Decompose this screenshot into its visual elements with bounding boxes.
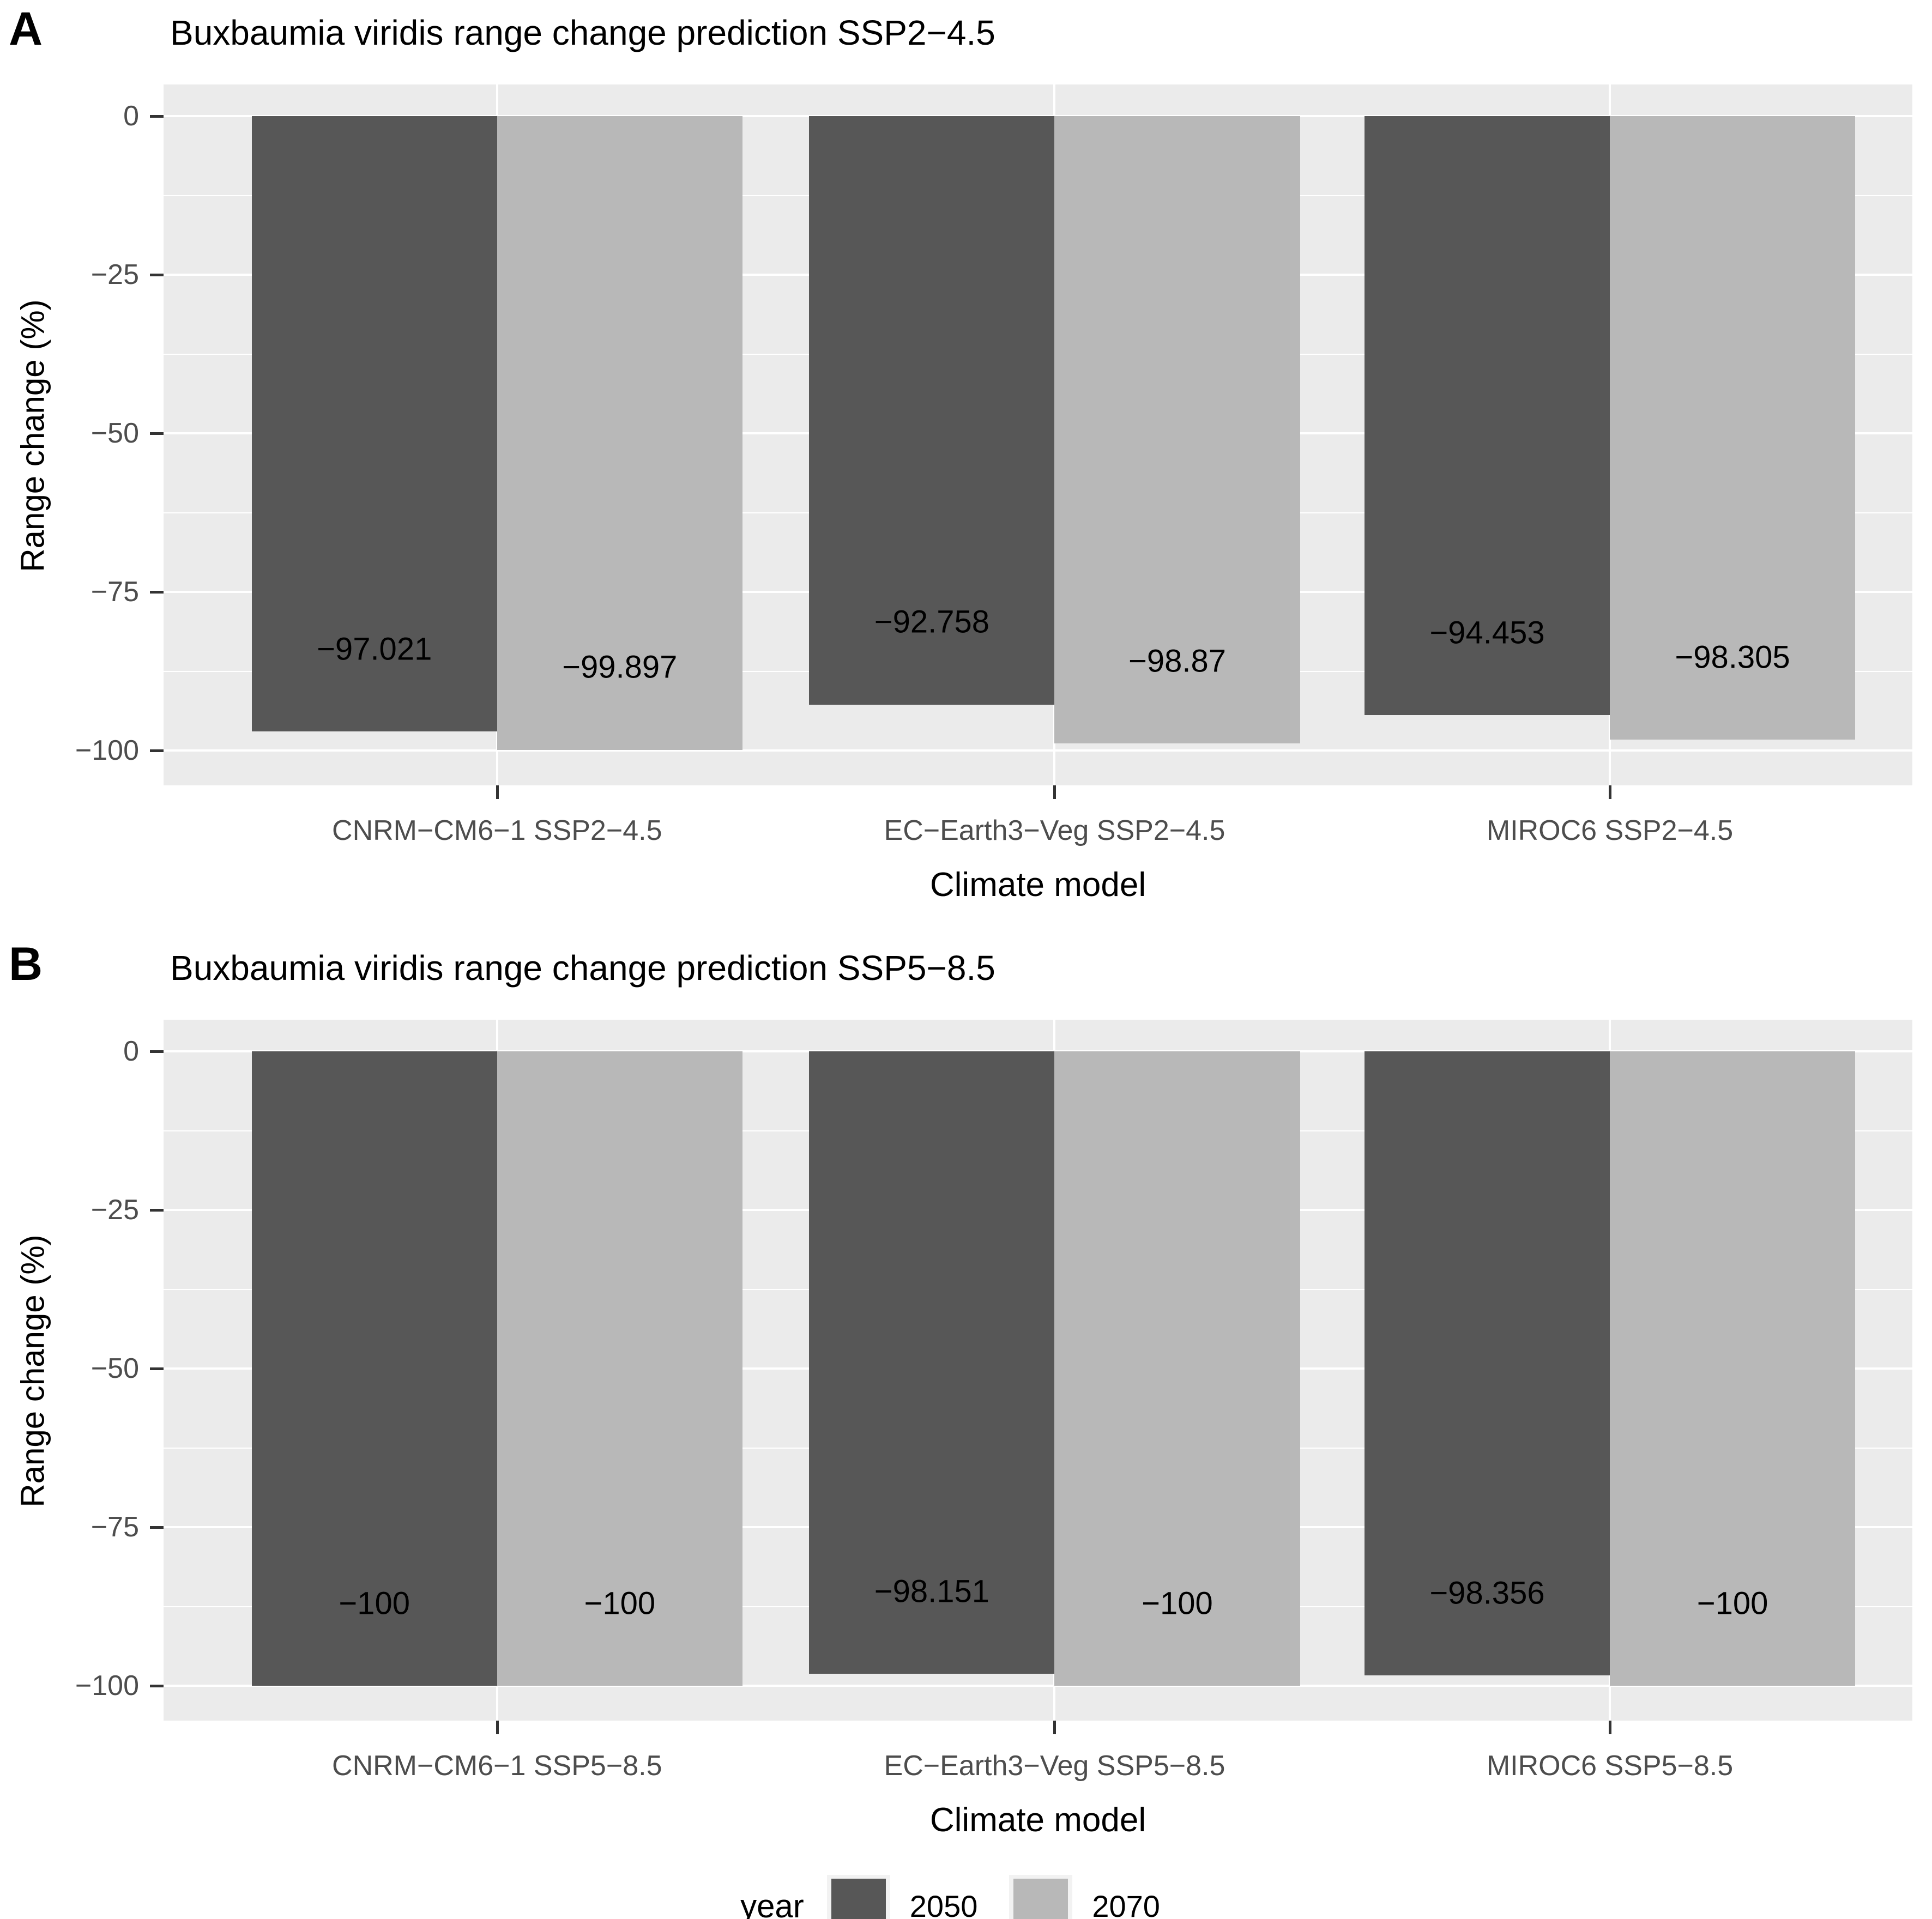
y-tick-label: −75 (90, 576, 139, 608)
x-tick-label: EC−Earth3−Veg SSP5−8.5 (884, 1750, 1225, 1782)
y-tick-mark (150, 1685, 164, 1687)
x-tick-mark (1053, 1721, 1056, 1734)
x-tick-mark (496, 1721, 499, 1734)
bar-2050 (809, 116, 1055, 705)
legend-label: 2050 (909, 1888, 978, 1919)
x-title-row: Climate model (0, 1794, 1932, 1851)
y-tick-label: −100 (75, 1670, 139, 1702)
bar-value-label: −100 (584, 1585, 656, 1621)
legend-title: year (740, 1887, 804, 1919)
chart-title: Buxbaumia viridis range change predictio… (170, 13, 995, 52)
x-tick-label: EC−Earth3−Veg SSP2−4.5 (884, 815, 1225, 846)
x-axis-title: Climate model (929, 866, 1146, 904)
bar-value-label: −98.87 (1128, 643, 1227, 679)
y-tick-label: −75 (90, 1511, 139, 1543)
plot-wrapper: Range change (%) −100 −98.151 −98.356 −100 −1… (0, 1020, 1932, 1734)
chart-title: Buxbaumia viridis range change predictio… (170, 948, 995, 988)
plot-area: −97.021 −92.758 −94.453 −99.897 −98.87 −98.30… (164, 84, 1912, 785)
bar-2050 (1364, 116, 1610, 716)
y-tick-label: −25 (90, 1194, 139, 1226)
y-tick-mark (150, 432, 164, 435)
x-title-row: Climate model (0, 859, 1932, 916)
x-labels-row: CNRM−CM6−1 SSP5−8.5 EC−Earth3−Veg SSP5−8.… (0, 1734, 1932, 1794)
bar-value-label: −98.356 (1429, 1575, 1545, 1611)
gridline-major (164, 1685, 1912, 1687)
chart-panel-b: B Buxbaumia viridis range change predicti… (0, 935, 1932, 1839)
panel-header: A Buxbaumia viridis range change predicti… (0, 0, 1932, 84)
bar-2070 (1610, 116, 1856, 740)
y-tick-label: −50 (90, 1353, 139, 1384)
panel-label: B (9, 938, 43, 990)
bar-2070 (497, 116, 742, 750)
bar-value-label: −100 (339, 1585, 410, 1621)
plot-area: −100 −98.151 −98.356 −100 −100 −100 (164, 1020, 1912, 1721)
bar-value-label: −94.453 (1429, 615, 1545, 651)
x-tick-mark (1609, 785, 1612, 799)
bar-value-label: −98.305 (1675, 639, 1790, 675)
y-tick-mark (150, 1050, 164, 1053)
x-axis-title: Climate model (929, 1801, 1146, 1839)
x-tick-mark (1053, 785, 1056, 799)
gridline-major (164, 749, 1912, 752)
y-tick-mark (150, 115, 164, 118)
panel-header: B Buxbaumia viridis range change predicti… (0, 935, 1932, 1020)
legend-swatch-2070 (1013, 1879, 1068, 1919)
y-tick-label: 0 (123, 100, 139, 132)
bar-2070 (1610, 1051, 1856, 1686)
y-tick-label: −25 (90, 259, 139, 290)
y-tick-mark (150, 591, 164, 594)
bar-value-label: −92.758 (874, 604, 990, 640)
chart-panel-a: A Buxbaumia viridis range change predicti… (0, 0, 1932, 904)
bar-value-label: −100 (1696, 1585, 1768, 1621)
legend-key (826, 1875, 890, 1919)
x-labels-row: CNRM−CM6−1 SSP2−4.5 EC−Earth3−Veg SSP2−4.… (0, 799, 1932, 859)
x-tick-mark (496, 785, 499, 799)
x-tick-label: MIROC6 SSP2−4.5 (1486, 815, 1734, 846)
y-tick-mark (150, 1367, 164, 1370)
bar-2050 (251, 1051, 497, 1686)
y-tick-mark (150, 1209, 164, 1212)
x-tick-label: MIROC6 SSP5−8.5 (1486, 1750, 1734, 1782)
y-tick-label: −100 (75, 735, 139, 766)
bar-2050 (1364, 1051, 1610, 1675)
bar-2070 (1054, 1051, 1300, 1686)
legend-key (1009, 1875, 1073, 1919)
x-tick-mark (1609, 1721, 1612, 1734)
legend-label: 2070 (1092, 1888, 1160, 1919)
bar-2070 (497, 1051, 742, 1686)
bar-2070 (1054, 116, 1300, 743)
plot-wrapper: Range change (%) −97.021 −92.758 −94.453 −99… (0, 84, 1932, 799)
panel-label: A (9, 3, 43, 55)
y-tick-label: −50 (90, 417, 139, 449)
legend-swatch-2050 (831, 1879, 886, 1919)
bar-2050 (251, 116, 497, 732)
y-tick-label: 0 (123, 1036, 139, 1067)
bar-2050 (809, 1051, 1055, 1674)
y-tick-mark (150, 274, 164, 276)
x-tick-label: CNRM−CM6−1 SSP2−4.5 (332, 815, 662, 846)
bar-value-label: −99.897 (562, 649, 678, 685)
bar-value-label: −100 (1142, 1585, 1213, 1621)
y-tick-mark (150, 749, 164, 752)
x-tick-label: CNRM−CM6−1 SSP5−8.5 (332, 1750, 662, 1782)
legend: year 2050 2070 (0, 1868, 1932, 1919)
bar-value-label: −97.021 (317, 631, 432, 667)
y-tick-mark (150, 1526, 164, 1529)
bar-value-label: −98.151 (874, 1573, 990, 1609)
